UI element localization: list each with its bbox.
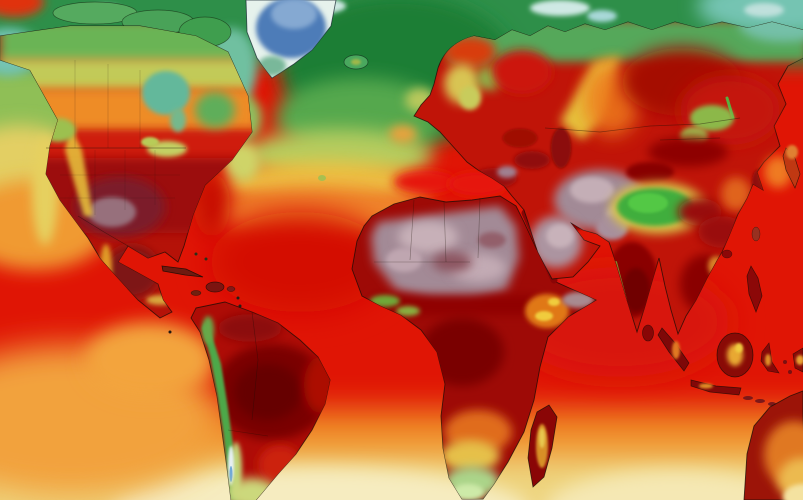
black-sea — [502, 128, 538, 148]
tibet-green-bright — [628, 193, 668, 213]
lake-superior — [141, 137, 159, 147]
sahara-light-mauve-3 — [386, 248, 422, 272]
canada-yellowgreen-band — [0, 58, 252, 92]
west-africa-coast-green-1 — [370, 295, 400, 307]
east-china-orange — [721, 177, 751, 211]
iran-light-mauve-1 — [570, 177, 614, 203]
maluku-1 — [783, 360, 787, 364]
southern-cone-yellow — [226, 478, 278, 500]
venezuela-dark-red — [218, 314, 282, 342]
sea-ice-patch-3 — [587, 10, 617, 22]
anatolia-mauve-fleck — [497, 166, 517, 178]
philippines — [746, 265, 763, 313]
ethiopia-gold-1 — [535, 311, 553, 321]
sea-ice-patch-2 — [530, 0, 590, 16]
hudson-bay — [142, 71, 190, 115]
java-gold — [699, 383, 713, 389]
taiwan — [751, 226, 761, 242]
africa-border-3 — [477, 197, 481, 259]
caucasus-dark-red — [514, 151, 550, 169]
west-africa-coast-green-2 — [396, 306, 420, 316]
andes-ice-blue-fleck — [229, 466, 233, 482]
arabia-light-mauve — [546, 224, 574, 248]
gobi-dark-red — [648, 137, 728, 167]
maluku-2 — [788, 370, 792, 374]
james-bay — [170, 108, 186, 132]
amazon-core-maroon — [234, 364, 302, 420]
sahara-light-mauve-1 — [398, 221, 458, 253]
mediterranean-red-west — [393, 170, 457, 194]
puerto-rico — [226, 286, 236, 292]
quebec-interior-green — [195, 92, 235, 128]
sea-ice-patch-4 — [744, 3, 784, 17]
new-guinea-gold — [796, 355, 803, 365]
colombia-green — [202, 316, 214, 344]
japan-north-orange — [786, 145, 798, 159]
galapagos-speck — [168, 330, 172, 334]
bering-red-patch — [0, 0, 44, 17]
scandinavia-north-red — [444, 36, 496, 68]
sunda-island-2 — [755, 399, 765, 403]
sumatra-gold — [672, 341, 680, 359]
southern-africa-gold — [440, 440, 500, 472]
borneo-bright-gold — [735, 343, 743, 353]
caspian-sea — [550, 127, 572, 169]
us-mexico-border — [77, 215, 129, 247]
baltic-cool — [459, 86, 481, 110]
greenland-ice-blue-light — [271, 0, 317, 29]
ethiopia-gold-2 — [548, 298, 560, 306]
australia-cream-corner — [783, 484, 803, 500]
iceland-gold-center — [351, 59, 361, 65]
russia-south-border — [544, 117, 741, 133]
lesser-antilles-2 — [238, 304, 242, 308]
ne-china-green-1 — [690, 105, 734, 131]
india-core-maroon — [622, 268, 650, 312]
mid-atlantic-deep-red — [210, 212, 390, 312]
bahamas-2 — [204, 257, 208, 261]
australia-interior-orange — [764, 421, 803, 489]
jamaica — [190, 290, 202, 296]
hispaniola — [205, 281, 225, 293]
china-mongolia-border — [659, 137, 721, 141]
peru-cool-tongue — [85, 322, 215, 398]
azores-speck — [318, 175, 326, 181]
lesser-antilles-1 — [236, 296, 240, 300]
south-ocean-cream-atlantic — [117, 467, 523, 500]
sunda-island-1 — [743, 396, 753, 400]
cuba — [161, 265, 204, 278]
south-ocean-cream-indian — [549, 470, 801, 500]
bahamas-1 — [194, 252, 198, 256]
africa-border-1 — [409, 199, 415, 261]
sa-border-2 — [227, 429, 269, 437]
nw-russia-red — [492, 50, 552, 94]
sa-border-1 — [251, 311, 259, 421]
us-southwest-mauve — [88, 197, 136, 227]
hainan — [721, 249, 733, 259]
sahara-dark-mottle-2 — [478, 232, 506, 248]
africa-border-2 — [443, 201, 447, 263]
madagascar-bright-gold — [539, 428, 545, 448]
rockies-gold-streak — [65, 126, 93, 216]
sri-lanka — [642, 324, 654, 342]
sahara-dark-mottle-1 — [432, 252, 472, 272]
sulawesi-gold — [765, 354, 771, 366]
biscay-orange — [389, 125, 417, 143]
horn-mauve — [562, 292, 594, 308]
taklamakan-dark-red — [626, 162, 674, 182]
